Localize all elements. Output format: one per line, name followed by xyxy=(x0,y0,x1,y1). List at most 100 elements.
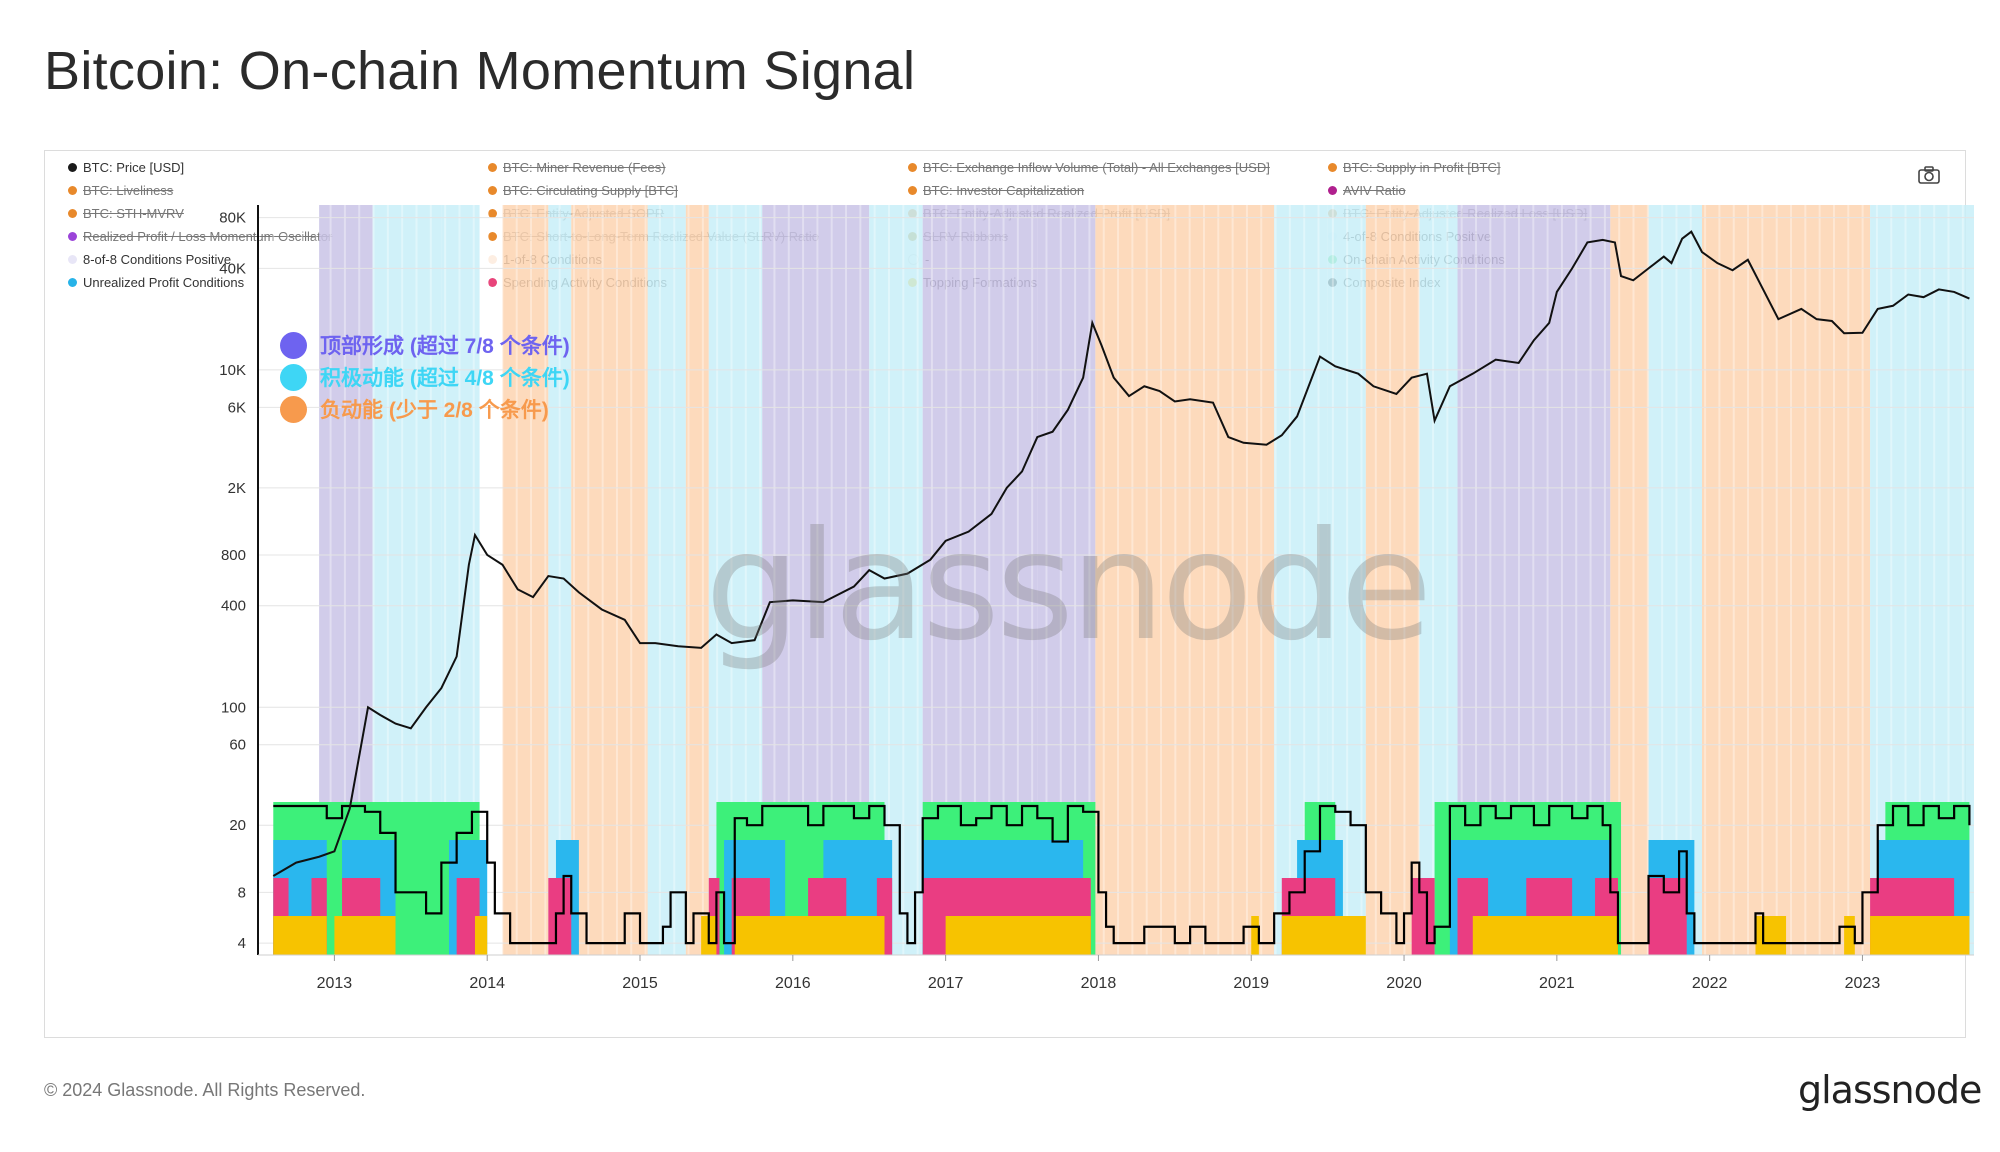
region-streak xyxy=(501,205,504,955)
region-streak xyxy=(1890,205,1893,955)
region-streak xyxy=(358,205,361,955)
region-streak xyxy=(1961,205,1964,955)
region-streak xyxy=(1861,205,1864,955)
legend-item[interactable]: BTC: Miner Revenue (Fees) xyxy=(488,160,666,175)
legend-label: BTC: Miner Revenue (Fees) xyxy=(503,160,666,175)
region-streak xyxy=(1346,205,1349,955)
page-title: Bitcoin: On-chain Momentum Signal xyxy=(44,41,916,101)
region-streak xyxy=(716,205,719,955)
region-streak xyxy=(730,205,733,955)
region-streak xyxy=(1532,205,1535,955)
region-streak xyxy=(1460,205,1463,955)
region-streak xyxy=(1389,205,1392,955)
x-tick-label: 2016 xyxy=(775,975,811,992)
region-streak xyxy=(1260,205,1263,955)
camera-icon[interactable] xyxy=(1918,166,1940,189)
region-streak xyxy=(945,205,948,955)
region-streak xyxy=(1446,205,1449,955)
legend-swatch-icon xyxy=(488,163,497,172)
region-streak xyxy=(1202,205,1205,955)
legend-label: BTC: Investor Capitalization xyxy=(923,183,1085,198)
legend-swatch-icon xyxy=(908,186,917,195)
region-streak xyxy=(415,205,418,955)
region-streak xyxy=(1160,205,1163,955)
momentum-region-negative xyxy=(685,205,709,955)
watermark: glassnode xyxy=(705,500,1432,674)
region-streak xyxy=(1288,205,1291,955)
region-streak xyxy=(487,205,490,955)
region-streak xyxy=(1589,205,1592,955)
legend-label: AVIV Ratio xyxy=(1343,183,1406,198)
region-streak xyxy=(1059,205,1062,955)
region-streak xyxy=(1875,205,1878,955)
legend-swatch-icon xyxy=(68,209,77,218)
region-streak xyxy=(1274,205,1277,955)
legend-item[interactable]: Realized Profit / Loss Momentum Oscillat… xyxy=(68,229,332,244)
momentum-region-positive xyxy=(1648,205,1703,955)
region-streak xyxy=(1832,205,1835,955)
region-streak xyxy=(773,205,776,955)
y-tick-label: 800 xyxy=(221,547,246,564)
region-streak xyxy=(1145,205,1148,955)
region-streak xyxy=(1661,205,1664,955)
region-streak xyxy=(873,205,876,955)
legend-item[interactable]: BTC: Liveliness xyxy=(68,183,173,198)
y-tick-label: 60 xyxy=(229,737,246,754)
region-streak xyxy=(1517,205,1520,955)
legend-swatch-icon xyxy=(488,255,497,264)
y-tick-label: 20 xyxy=(229,817,246,834)
region-streak xyxy=(1031,205,1034,955)
condition-bar-segment xyxy=(273,916,327,955)
region-streak xyxy=(1818,205,1821,955)
region-streak xyxy=(902,205,905,955)
x-tick-label: 2020 xyxy=(1386,975,1422,992)
condition-bar-segment xyxy=(1472,916,1618,955)
region-streak xyxy=(1117,205,1120,955)
x-tick-label: 2014 xyxy=(469,975,505,992)
region-streak xyxy=(444,205,447,955)
legend-item[interactable]: 8-of-8 Conditions Positive xyxy=(68,252,231,267)
legend-item[interactable]: BTC: Price [USD] xyxy=(68,160,184,175)
legend-swatch-icon xyxy=(68,255,77,264)
brand-logo[interactable]: glassnode xyxy=(1798,1068,1982,1112)
legend-item[interactable]: AVIV Ratio xyxy=(1328,183,1406,198)
region-streak xyxy=(1689,205,1692,955)
momentum-region-positive xyxy=(647,205,686,955)
region-streak xyxy=(1761,205,1764,955)
copyright-footer: © 2024 Glassnode. All Rights Reserved. xyxy=(44,1080,366,1100)
chart-plot: 4 8 20 60 100 400 800 2K 6K 10K 40K 80K 2013 2014 2015… xyxy=(219,205,1974,992)
region-streak xyxy=(1775,205,1778,955)
region-streak xyxy=(916,205,919,955)
condition-bar-segment xyxy=(1251,916,1259,955)
region-streak xyxy=(272,205,275,955)
region-streak xyxy=(630,205,633,955)
region-streak xyxy=(601,205,604,955)
region-streak xyxy=(429,205,432,955)
region-streak xyxy=(558,205,561,955)
region-streak xyxy=(744,205,747,955)
region-streak xyxy=(1503,205,1506,955)
region-streak xyxy=(530,205,533,955)
region-streak xyxy=(1804,205,1807,955)
legend-item[interactable]: BTC: Circulating Supply [BTC] xyxy=(488,183,678,198)
legend-item[interactable]: BTC: Investor Capitalization xyxy=(908,183,1084,198)
region-streak xyxy=(1174,205,1177,955)
region-streak xyxy=(1732,205,1735,955)
y-tick-label: 80K xyxy=(219,210,246,227)
region-streak xyxy=(1102,205,1105,955)
x-tick-label: 2017 xyxy=(928,975,964,992)
legend-item[interactable]: BTC: STH-MVRV xyxy=(68,206,184,221)
region-streak xyxy=(1403,205,1406,955)
legend-item[interactable]: BTC: Exchange Inflow Volume (Total) - Al… xyxy=(908,160,1270,175)
legend-swatch-icon xyxy=(1328,163,1337,172)
legend-item[interactable]: Unrealized Profit Conditions xyxy=(68,275,244,290)
region-streak xyxy=(1904,205,1907,955)
region-streak xyxy=(887,205,890,955)
legend-swatch-icon xyxy=(68,232,77,241)
legend-label: Unrealized Profit Conditions xyxy=(83,275,245,290)
condition-bar-segment xyxy=(548,878,572,955)
annotation-label: 积极动能 (超过 4/8 个条件) xyxy=(320,367,570,390)
region-streak xyxy=(1331,205,1334,955)
region-streak xyxy=(1317,205,1320,955)
legend-item[interactable]: BTC: Supply in Profit [BTC] xyxy=(1328,160,1501,175)
